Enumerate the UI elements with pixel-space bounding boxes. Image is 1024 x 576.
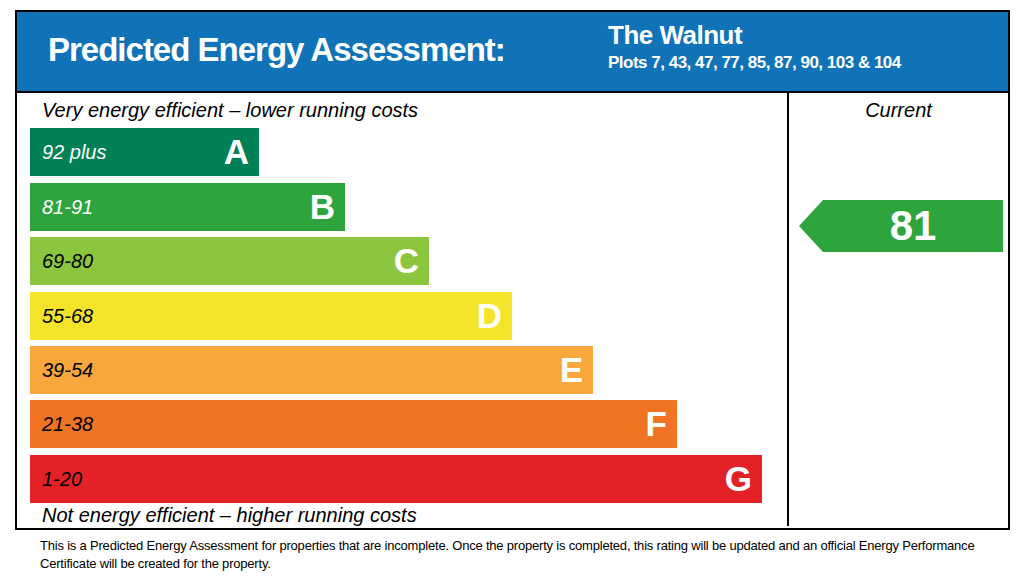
band-range-label: 1-20: [42, 455, 82, 503]
disclaimer-line-2: Certificate will be created for the prop…: [40, 556, 271, 571]
certificate-frame: Predicted Energy Assessment: The Walnut …: [15, 10, 1010, 530]
band-range-label: 92 plus: [42, 128, 107, 176]
epc-band-g: 1-20 G: [30, 455, 762, 503]
band-range-label: 69-80: [42, 237, 93, 285]
page-title: Predicted Energy Assessment:: [48, 31, 505, 69]
band-letter: A: [224, 128, 249, 176]
band-letter: F: [646, 400, 667, 448]
band-range-label: 39-54: [42, 346, 93, 394]
band-letter: C: [394, 237, 419, 285]
current-rating-value: 81: [823, 200, 1003, 252]
epc-band-e: 39-54 E: [30, 346, 593, 394]
current-column-header: Current: [789, 99, 1008, 122]
band-range-label: 21-38: [42, 400, 93, 448]
certificate-header: Predicted Energy Assessment: The Walnut …: [17, 12, 1008, 93]
current-rating-column: Current 81: [787, 93, 1008, 526]
current-rating-arrow: 81: [799, 200, 1003, 252]
epc-band-a: 92 plus A: [30, 128, 259, 176]
disclaimer-text: This is a Predicted Energy Assessment fo…: [40, 537, 990, 573]
band-range-label: 81-91: [42, 183, 93, 231]
epc-certificate: Predicted Energy Assessment: The Walnut …: [0, 0, 1024, 576]
band-letter: E: [560, 346, 583, 394]
disclaimer-line-1: This is a Predicted Energy Assessment fo…: [40, 538, 974, 553]
rating-chart-body: Very energy efficient – lower running co…: [17, 93, 1008, 526]
epc-band-d: 55-68 D: [30, 292, 512, 340]
top-caption: Very energy efficient – lower running co…: [42, 99, 418, 122]
band-range-label: 55-68: [42, 292, 93, 340]
property-plots: Plots 7, 43, 47, 77, 85, 87, 90, 103 & 1…: [608, 54, 901, 73]
band-letter: D: [477, 292, 502, 340]
epc-band-b: 81-91 B: [30, 183, 345, 231]
property-name: The Walnut: [608, 21, 901, 50]
epc-band-f: 21-38 F: [30, 400, 677, 448]
band-letter: G: [725, 455, 752, 503]
epc-band-c: 69-80 C: [30, 237, 429, 285]
bottom-caption: Not energy efficient – higher running co…: [42, 504, 417, 527]
rating-bands-area: Very energy efficient – lower running co…: [17, 93, 787, 526]
property-info: The Walnut Plots 7, 43, 47, 77, 85, 87, …: [608, 21, 901, 72]
band-letter: B: [310, 183, 335, 231]
